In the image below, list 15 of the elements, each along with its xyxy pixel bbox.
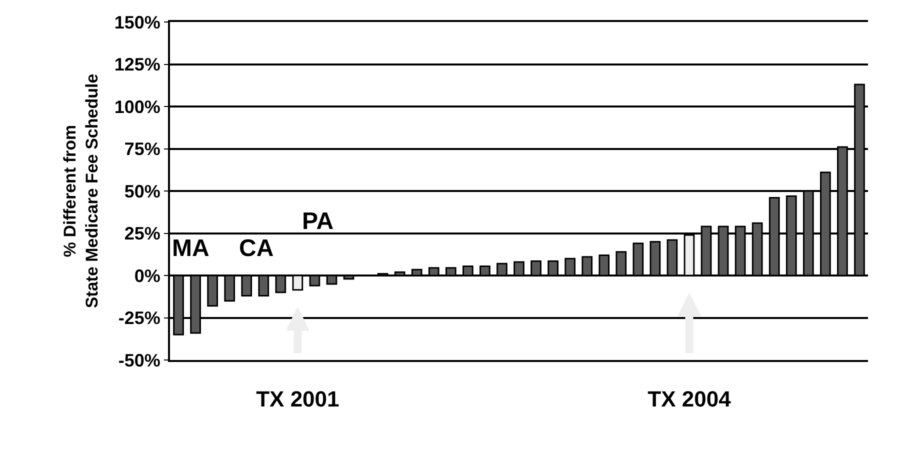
y-tick-label: 25%: [124, 224, 160, 244]
y-tick-label: 150%: [114, 12, 160, 32]
y-tick-label: 0%: [134, 266, 160, 286]
x-tick-label: TX 2004: [648, 386, 732, 412]
y-tick-label: -50%: [118, 350, 160, 370]
y-axis-title: % Different from State Medicare Fee Schedule: [60, 74, 102, 308]
annotation: CA: [239, 235, 274, 262]
y-tick-label: 75%: [124, 139, 160, 160]
annotation: MA: [172, 235, 210, 262]
y-tick-label: 125%: [114, 54, 160, 75]
y-tick-label: 100%: [114, 96, 160, 117]
y-tick-label: -25%: [118, 308, 160, 328]
x-tick-label: TX 2001: [256, 386, 340, 412]
annotation: PA: [302, 208, 334, 235]
y-tick-label: 50%: [124, 181, 160, 202]
